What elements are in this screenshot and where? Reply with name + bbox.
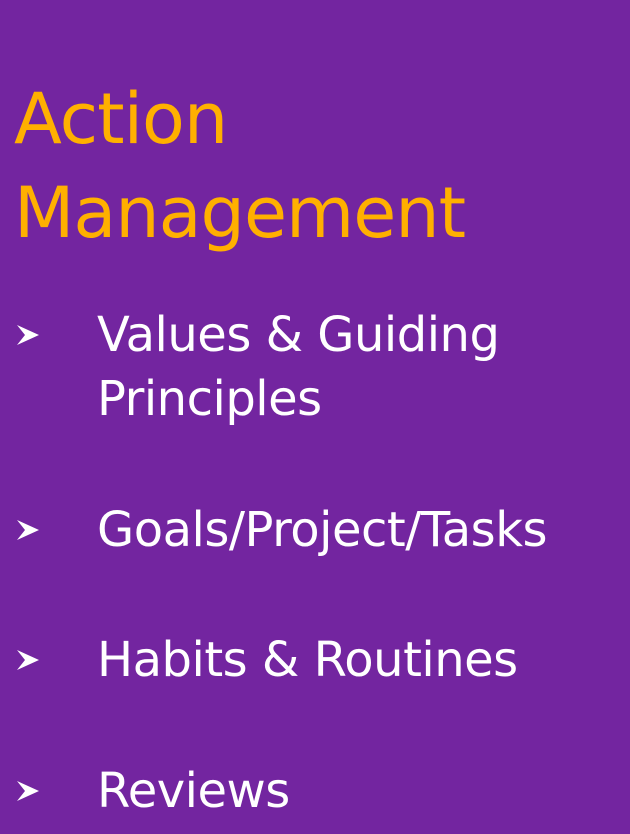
bullet-text-values-line-1: Values & Guiding <box>97 307 500 363</box>
arrowhead-bullet-icon <box>17 650 39 670</box>
bullet-text-values-line-2: Principles <box>97 371 322 427</box>
slide-title: Action Management <box>14 72 466 260</box>
arrowhead-bullet-icon <box>17 781 39 801</box>
bullet-text-reviews: Reviews <box>97 763 290 819</box>
arrowhead-bullet-icon <box>17 520 39 540</box>
arrowhead-bullet-icon <box>17 325 39 345</box>
bullet-text-habits: Habits & Routines <box>97 632 518 688</box>
bullet-text-goals: Goals/Project/Tasks <box>97 502 548 558</box>
title-line-1: Action <box>14 78 228 160</box>
title-line-2: Management <box>14 172 466 254</box>
